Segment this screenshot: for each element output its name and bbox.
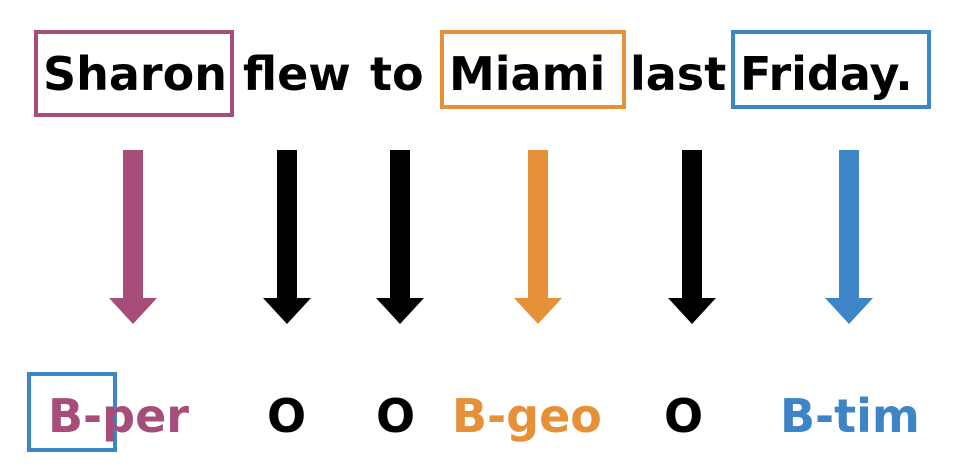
word-miami: Miami bbox=[449, 47, 605, 101]
arrow-head bbox=[263, 298, 311, 324]
arrow-last bbox=[668, 150, 716, 324]
word-sharon: Sharon bbox=[43, 47, 227, 101]
arrow-sharon bbox=[109, 150, 157, 324]
tag-o-last-label: O bbox=[664, 389, 703, 443]
tag-geo-prefix: B- bbox=[452, 389, 506, 443]
word-box-friday bbox=[731, 30, 931, 109]
arrow-head bbox=[825, 298, 873, 324]
tags: B-per O O B-geo O B-tim bbox=[27, 372, 920, 452]
tag-o-to: O bbox=[376, 389, 415, 443]
tag-tim-label: tim bbox=[834, 389, 920, 443]
tag-tim-prefix: B- bbox=[780, 389, 834, 443]
word-box-miami bbox=[440, 30, 626, 109]
tag-geo: B-geo bbox=[452, 389, 602, 443]
arrow-head bbox=[109, 298, 157, 324]
tag-geo-label: geo bbox=[506, 389, 602, 443]
word-to: to bbox=[370, 47, 424, 101]
tag-o-flew-label: O bbox=[267, 389, 306, 443]
arrow-flew bbox=[263, 150, 311, 324]
arrow-shaft bbox=[682, 150, 702, 300]
arrow-shaft bbox=[390, 150, 410, 300]
arrow-shaft bbox=[528, 150, 548, 300]
arrow-shaft bbox=[277, 150, 297, 300]
arrows bbox=[109, 150, 873, 324]
tag-per-label: per bbox=[102, 389, 189, 443]
tag-o-to-label: O bbox=[376, 389, 415, 443]
arrow-friday bbox=[825, 150, 873, 324]
tag-per-prefix: B- bbox=[48, 389, 102, 443]
tag-prefix-box-per bbox=[27, 372, 117, 452]
tag-o-last: O bbox=[664, 389, 703, 443]
word-flew: flew bbox=[243, 47, 351, 101]
sentence: Sharon flew to Miami last Friday. bbox=[34, 30, 931, 117]
tag-o-flew: O bbox=[267, 389, 306, 443]
arrow-miami bbox=[514, 150, 562, 324]
arrow-to bbox=[376, 150, 424, 324]
arrow-shaft bbox=[123, 150, 143, 300]
arrow-shaft bbox=[839, 150, 859, 300]
tag-per: B-per bbox=[48, 389, 189, 443]
arrow-head bbox=[514, 298, 562, 324]
word-box-sharon bbox=[34, 30, 234, 117]
arrow-head bbox=[668, 298, 716, 324]
tag-tim: B-tim bbox=[780, 389, 920, 443]
arrow-head bbox=[376, 298, 424, 324]
word-friday: Friday. bbox=[740, 47, 913, 101]
word-last: last bbox=[630, 47, 726, 101]
